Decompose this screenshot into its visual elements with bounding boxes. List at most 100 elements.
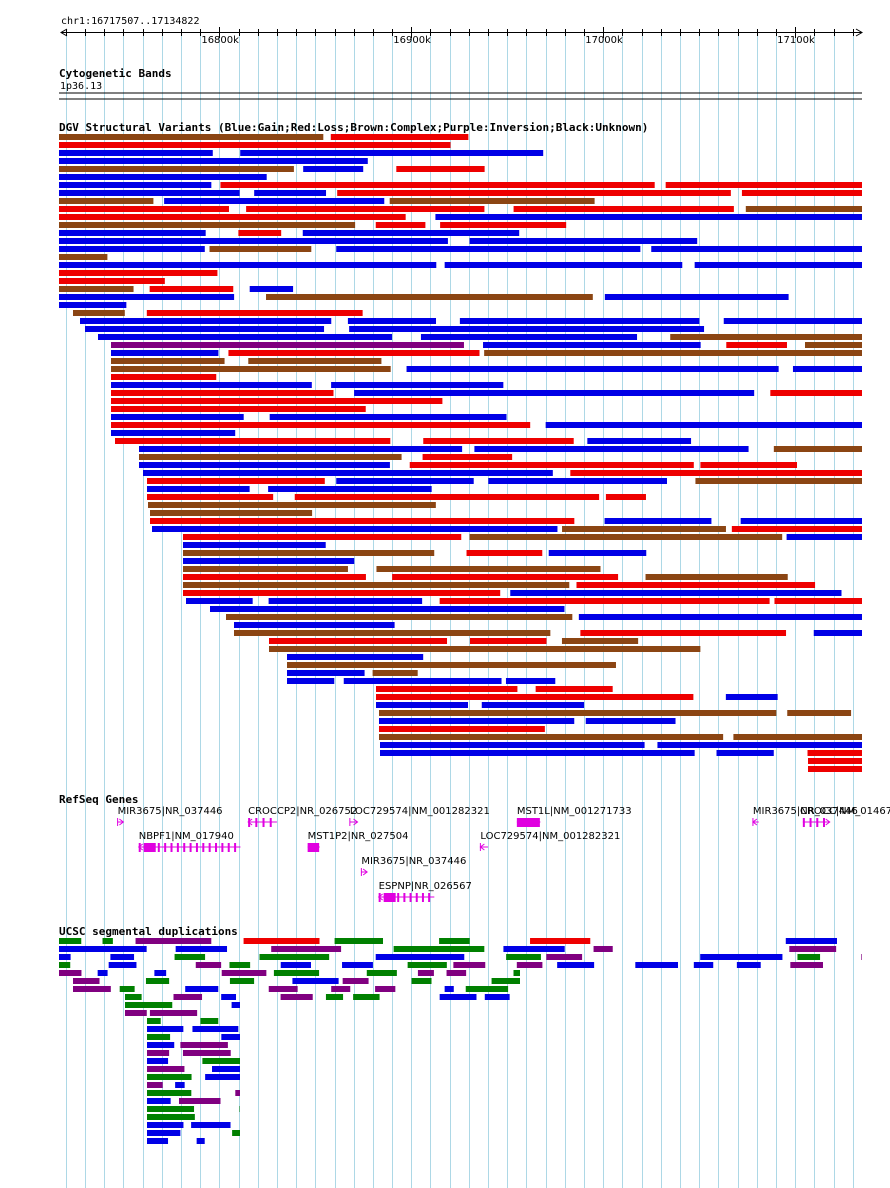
segdup-feature[interactable] <box>439 994 477 1000</box>
segdup-feature[interactable] <box>185 986 219 992</box>
segdup-feature[interactable] <box>125 1010 147 1016</box>
segdup-feature[interactable] <box>506 954 541 960</box>
sv-feature[interactable] <box>59 238 448 244</box>
segdup-feature[interactable] <box>273 970 320 976</box>
segdup-feature[interactable] <box>221 970 267 976</box>
sv-feature[interactable] <box>422 454 513 460</box>
segdup-feature[interactable] <box>202 1058 240 1064</box>
sv-feature[interactable] <box>59 150 213 156</box>
sv-feature[interactable] <box>59 302 127 308</box>
gene-label[interactable]: NBPF1|NM_017940 <box>138 831 234 842</box>
sv-feature[interactable] <box>246 206 485 212</box>
sv-feature[interactable] <box>587 438 692 444</box>
segdup-feature[interactable] <box>149 1010 198 1016</box>
sv-feature[interactable] <box>444 262 683 268</box>
segdup-feature[interactable] <box>417 970 434 976</box>
segdup-feature[interactable] <box>108 962 137 968</box>
sv-feature[interactable] <box>85 326 325 332</box>
segdup-feature[interactable] <box>366 970 397 976</box>
segdup-feature[interactable] <box>331 986 351 992</box>
sv-feature[interactable] <box>733 734 862 740</box>
segdup-feature[interactable] <box>232 1130 240 1136</box>
gene-label[interactable]: LOC729574|NM_001282321 <box>349 806 490 817</box>
segdup-feature[interactable] <box>700 954 783 960</box>
sv-feature[interactable] <box>59 214 406 220</box>
segdup-feature[interactable] <box>147 1050 170 1056</box>
segdup-feature[interactable] <box>175 946 228 952</box>
segdup-feature[interactable] <box>205 1074 240 1080</box>
segdup-feature[interactable] <box>147 1106 195 1112</box>
sv-feature[interactable] <box>379 710 777 716</box>
sv-feature[interactable] <box>59 134 324 140</box>
segdup-feature[interactable] <box>546 954 583 960</box>
sv-feature[interactable] <box>240 150 544 156</box>
sv-feature[interactable] <box>111 414 244 420</box>
segdup-feature[interactable] <box>736 962 761 968</box>
sv-feature[interactable] <box>330 134 469 140</box>
sv-feature[interactable] <box>435 214 862 220</box>
gene-crocc[interactable] <box>802 818 831 827</box>
segdup-feature[interactable] <box>147 1130 181 1136</box>
segdup-feature[interactable] <box>147 1098 171 1104</box>
segdup-feature[interactable] <box>212 1066 240 1072</box>
sv-feature[interactable] <box>287 678 335 684</box>
sv-feature[interactable] <box>59 230 206 236</box>
sv-feature[interactable] <box>439 598 770 604</box>
sv-feature[interactable] <box>111 366 391 372</box>
segdup-feature[interactable] <box>516 962 543 968</box>
sv-feature[interactable] <box>376 702 468 708</box>
sv-feature[interactable] <box>234 622 395 628</box>
sv-feature[interactable] <box>726 342 787 348</box>
segdup-feature[interactable] <box>147 1090 192 1096</box>
sv-feature[interactable] <box>147 478 325 484</box>
sv-feature[interactable] <box>111 422 531 428</box>
sv-feature[interactable] <box>396 166 485 172</box>
segdup-feature[interactable] <box>334 938 384 944</box>
sv-feature[interactable] <box>336 478 474 484</box>
gene-mir3675[interactable] <box>360 868 368 876</box>
gene-croccp2[interactable] <box>247 818 277 827</box>
sv-feature[interactable] <box>143 470 553 476</box>
sv-feature[interactable] <box>287 670 365 676</box>
sv-feature[interactable] <box>389 198 595 204</box>
sv-feature[interactable] <box>562 526 726 532</box>
sv-feature[interactable] <box>375 222 426 228</box>
sv-feature[interactable] <box>59 246 205 252</box>
segdup-feature[interactable] <box>147 1026 184 1032</box>
segdup-feature[interactable] <box>174 954 206 960</box>
sv-feature[interactable] <box>343 678 502 684</box>
sv-feature[interactable] <box>459 318 700 324</box>
sv-feature[interactable] <box>111 390 334 396</box>
sv-feature[interactable] <box>183 574 366 580</box>
sv-feature[interactable] <box>466 550 543 556</box>
sv-feature[interactable] <box>792 366 862 372</box>
sv-feature[interactable] <box>183 590 501 596</box>
segdup-feature[interactable] <box>271 946 342 952</box>
sv-feature[interactable] <box>303 166 364 172</box>
sv-feature[interactable] <box>787 710 852 716</box>
segdup-feature[interactable] <box>195 962 222 968</box>
sv-feature[interactable] <box>576 582 816 588</box>
sv-feature[interactable] <box>209 246 312 252</box>
sv-feature[interactable] <box>139 446 463 452</box>
sv-feature[interactable] <box>111 358 225 364</box>
segdup-feature[interactable] <box>484 994 510 1000</box>
segdup-feature[interactable] <box>861 954 862 960</box>
sv-feature[interactable] <box>331 382 504 388</box>
segdup-feature[interactable] <box>154 970 167 976</box>
sv-feature[interactable] <box>226 614 573 620</box>
sv-feature[interactable] <box>578 614 862 620</box>
segdup-feature[interactable] <box>147 1034 171 1040</box>
segdup-feature[interactable] <box>453 962 486 968</box>
sv-feature[interactable] <box>808 766 862 772</box>
segdup-feature[interactable] <box>280 962 311 968</box>
segdup-feature[interactable] <box>59 954 71 960</box>
sv-feature[interactable] <box>234 630 551 636</box>
sv-feature[interactable] <box>813 630 862 636</box>
dgv-track-title[interactable]: DGV Structural Variants (Blue:Gain;Red:L… <box>59 121 649 134</box>
sv-feature[interactable] <box>580 630 787 636</box>
sv-feature[interactable] <box>146 310 363 316</box>
segdup-feature[interactable] <box>147 1066 185 1072</box>
sv-feature[interactable] <box>152 526 558 532</box>
sv-feature[interactable] <box>186 598 253 604</box>
